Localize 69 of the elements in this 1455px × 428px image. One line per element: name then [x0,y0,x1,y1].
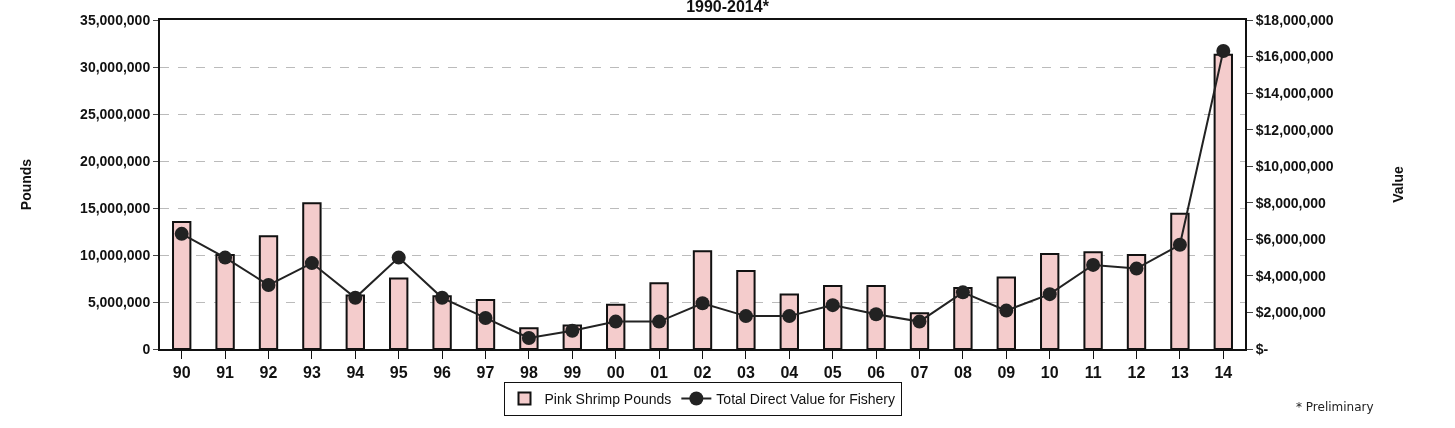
y2-tick-label: $14,000,000 [1255,85,1334,102]
y-tick-label: 30,000,000 [80,58,151,75]
point [174,226,189,241]
y-tick-label: 0 [142,340,151,357]
point [348,290,363,305]
x-tick-label: 94 [346,364,365,382]
y-tick-label: 35,000,000 [80,11,151,28]
x-tick-label: 93 [303,364,321,382]
point [955,285,970,300]
x-tick-label: 92 [259,364,278,382]
point [1042,287,1057,302]
x-tick-label: 98 [520,364,538,382]
x-tick-label: 00 [606,364,625,382]
y2-tick-label: $18,000,000 [1255,11,1334,28]
chart-title: 1990-2014* [686,0,770,15]
point [695,296,710,311]
point [738,309,753,324]
y-tick-label: 20,000,000 [80,152,151,169]
point [652,314,667,329]
x-tick-label: 96 [433,364,452,382]
point [912,314,927,329]
x-tick-label: 06 [867,364,886,382]
y2-tick-label: $4,000,000 [1255,267,1327,284]
x-tick-label: 91 [216,364,235,382]
x-tick-label: 01 [650,364,669,382]
x-tick-label: 05 [823,364,842,382]
y-tick-label: 10,000,000 [80,246,151,263]
x-tick-label: 04 [780,364,799,382]
y2-tick-label: $8,000,000 [1255,194,1327,211]
point [1129,261,1144,276]
x-tick-label: 90 [172,364,191,382]
x-tick-label: 08 [954,364,972,382]
y2-tick-label: $16,000,000 [1255,48,1334,65]
x-tick-label: 07 [910,364,929,382]
legend-label: Pink Shrimp Pounds [544,390,672,407]
legend-label: Total Direct Value for Fishery [716,390,896,407]
x-tick-label: 03 [737,364,755,382]
point [869,307,884,322]
point [825,298,840,313]
x-tick-label: 95 [389,364,408,382]
x-tick-label: 09 [997,364,1016,382]
point [218,250,233,265]
x-tick-label: 12 [1127,364,1146,382]
y-axis-title: Pounds [18,158,35,211]
x-tick-label: 10 [1040,364,1059,382]
point [1216,44,1231,59]
text: * Preliminary [1296,400,1374,414]
y2-tick-label: $12,000,000 [1255,121,1334,138]
x-tick-label: 11 [1084,364,1102,382]
point [304,256,319,271]
point [261,278,276,293]
point [1172,237,1187,252]
point [391,250,406,265]
y2-tick-label: $2,000,000 [1255,304,1327,321]
x-tick-label: 14 [1214,364,1233,382]
x-tick-label: 13 [1171,364,1189,382]
y-tick-label: 25,000,000 [80,105,151,122]
y2-axis-title: Value [1389,166,1406,203]
x-tick-label: 99 [563,364,582,382]
point [1086,257,1101,272]
y2-tick-label: $6,000,000 [1255,231,1327,248]
x-tick-label: 97 [476,364,495,382]
x-tick-label: 02 [693,364,712,382]
point [435,290,450,305]
y-tick-label: 15,000,000 [80,199,151,216]
point [999,303,1014,318]
y2-tick-label: $10,000,000 [1255,158,1334,175]
y-tick-label: 5,000,000 [87,293,151,310]
y2-tick-label: $- [1255,340,1269,357]
